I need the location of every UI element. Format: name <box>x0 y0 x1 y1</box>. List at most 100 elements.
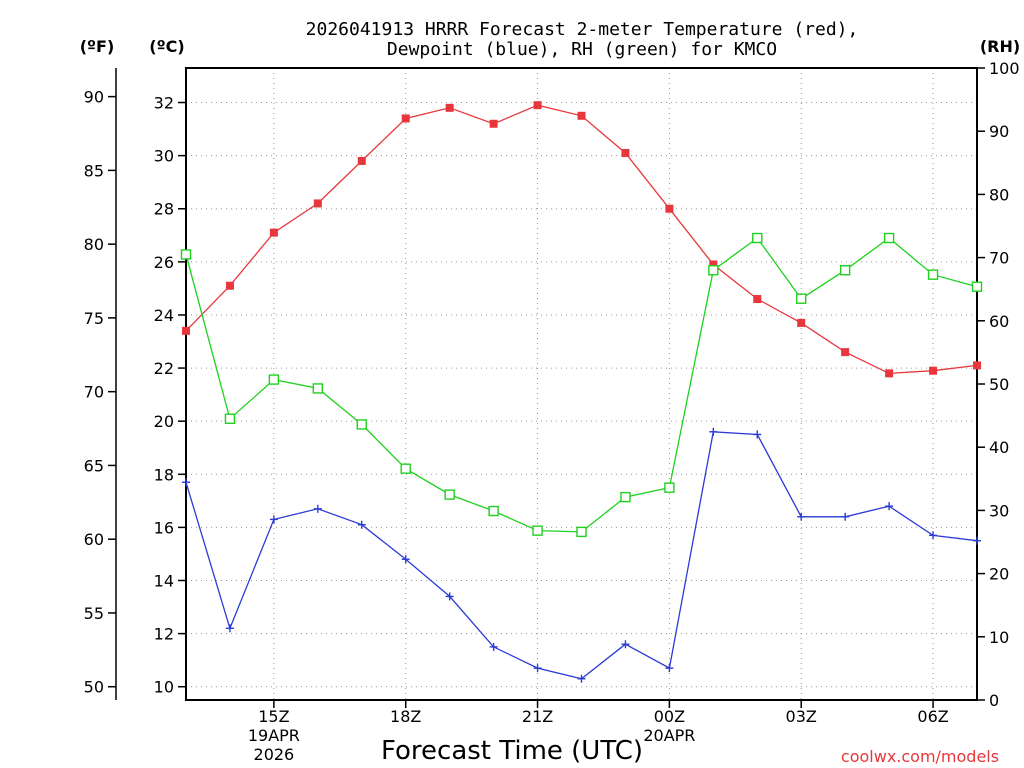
data-point <box>488 505 499 517</box>
dewpoint-line <box>185 431 978 680</box>
celsius-tick-label: 22 <box>154 359 174 378</box>
data-point <box>841 512 850 521</box>
data-point <box>885 369 894 378</box>
plot-frame <box>185 67 978 701</box>
data-point <box>797 512 806 521</box>
data-point <box>709 427 718 436</box>
data-point <box>621 148 630 157</box>
dewpoint-series <box>182 427 981 683</box>
data-point <box>621 640 630 649</box>
data-point <box>489 642 498 651</box>
fahrenheit-tick-label: 60 <box>84 530 104 549</box>
data-point <box>445 592 454 601</box>
data-point <box>269 515 278 524</box>
rh-tick-label: 50 <box>989 375 1009 394</box>
data-point <box>576 526 587 538</box>
fahrenheit-tick-label: 65 <box>84 456 104 475</box>
data-point <box>224 413 236 424</box>
data-point <box>971 281 983 292</box>
data-point <box>885 502 894 511</box>
data-point <box>182 478 190 487</box>
credit-text: coolwx.com/models <box>841 747 999 766</box>
rh-tick-label: 0 <box>989 691 999 710</box>
rh-tick-label: 90 <box>989 122 1009 141</box>
x-tick-label: 2026 <box>254 745 295 764</box>
celsius-tick-label: 10 <box>154 678 174 697</box>
data-point <box>796 293 807 304</box>
x-tick-label: 06Z <box>917 707 948 726</box>
fahrenheit-unit-label: (ºF) <box>80 37 115 56</box>
fahrenheit-axis: 50 55 60 65 70 75 80 85 90 <box>84 88 116 697</box>
rh-tick-label: 30 <box>989 501 1009 520</box>
2-meter-temperature-line <box>185 104 978 375</box>
grid-lines <box>186 68 977 700</box>
rh-tick-label: 40 <box>989 438 1009 457</box>
celsius-tick-label: 12 <box>154 625 174 644</box>
fahrenheit-tick-label: 75 <box>84 309 104 328</box>
x-tick-label: 15Z <box>258 707 289 726</box>
data-point <box>225 281 234 290</box>
fahrenheit-tick-label: 90 <box>84 88 104 107</box>
data-point <box>269 228 278 237</box>
x-tick-label: 03Z <box>786 707 817 726</box>
rh-tick-label: 100 <box>989 59 1020 78</box>
data-point <box>708 265 719 276</box>
data-point <box>620 491 631 503</box>
data-point <box>444 489 455 500</box>
celsius-tick-label: 28 <box>154 200 174 219</box>
rh-tick-label: 60 <box>989 312 1009 331</box>
data-point <box>182 326 190 335</box>
data-point <box>929 531 938 540</box>
x-tick-label: 20APR <box>643 726 695 745</box>
data-point <box>225 624 234 633</box>
data-point <box>753 430 762 439</box>
data-point <box>356 419 367 430</box>
data-point <box>665 204 674 213</box>
data-point <box>532 525 543 536</box>
data-point <box>664 482 675 493</box>
chart-title-line-1: 2026041913 HRRR Forecast 2-meter Tempera… <box>306 19 859 40</box>
data-point <box>268 374 280 385</box>
fahrenheit-tick-label: 80 <box>84 235 104 254</box>
data-point <box>709 260 718 269</box>
data-point <box>839 265 851 276</box>
data-point <box>401 555 410 564</box>
celsius-unit-label: (ºC) <box>149 37 184 56</box>
rh-unit-label: (RH) <box>980 37 1020 56</box>
x-axis-title: Forecast Time (UTC) <box>381 736 643 766</box>
data-point <box>973 361 981 370</box>
data-point <box>577 674 586 683</box>
fahrenheit-tick-label: 85 <box>84 161 104 180</box>
data-point <box>401 114 410 123</box>
2-meter-temperature-series <box>182 101 981 378</box>
chart-title-line-2: Dewpoint (blue), RH (green) for KMCO <box>387 39 777 60</box>
fahrenheit-tick-label: 50 <box>84 678 104 697</box>
data-point <box>533 101 542 110</box>
rh-axis: 0 10 20 30 40 50 60 70 80 90 100 <box>977 59 1020 710</box>
data-point <box>312 383 324 394</box>
x-tick-label: 21Z <box>522 707 553 726</box>
celsius-tick-label: 30 <box>154 147 174 166</box>
data-point <box>445 103 454 112</box>
celsius-axis: 10 12 14 16 18 20 22 24 26 28 30 32 <box>154 94 186 697</box>
data-point <box>752 232 763 244</box>
data-point <box>973 536 981 545</box>
rh-tick-label: 80 <box>989 185 1009 204</box>
rh-line <box>185 237 978 533</box>
data-point <box>883 232 895 244</box>
fahrenheit-tick-label: 70 <box>84 383 104 402</box>
data-point <box>797 318 806 327</box>
rh-tick-label: 70 <box>989 249 1009 268</box>
rh-tick-label: 10 <box>989 628 1009 647</box>
data-point <box>400 463 411 474</box>
x-tick-label: 19APR <box>248 726 300 745</box>
celsius-tick-label: 24 <box>154 306 174 325</box>
series <box>180 101 983 683</box>
data-point <box>313 199 322 208</box>
x-tick-label: 00Z <box>654 707 685 726</box>
data-point <box>357 156 366 165</box>
x-tick-label: 18Z <box>390 707 421 726</box>
celsius-tick-label: 16 <box>154 518 174 537</box>
